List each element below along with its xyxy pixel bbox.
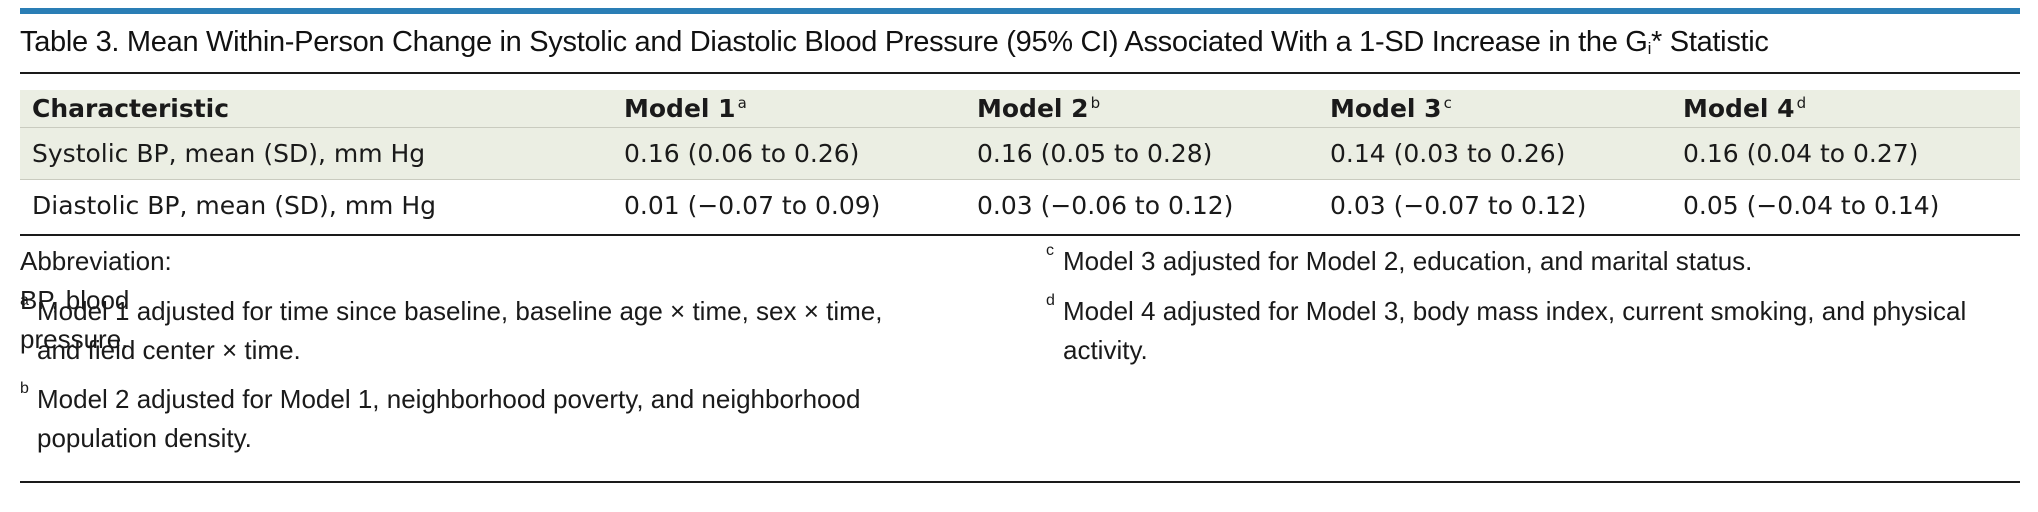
value-cell: 0.03 (−0.06 to 0.12) xyxy=(977,191,1234,220)
table-body: Systolic BP, mean (SD), mm Hg 0.16 (0.06 … xyxy=(20,127,2020,231)
value-cell: 0.14 (0.03 to 0.26) xyxy=(1330,139,1566,168)
value-cell: 0.01 (−0.07 to 0.09) xyxy=(624,191,881,220)
title-end: * Statistic xyxy=(1651,26,1769,58)
table-row: Diastolic BP, mean (SD), mm Hg 0.01 (−0.0… xyxy=(20,179,2020,231)
bottom-rule xyxy=(20,481,2020,483)
value-cell: 0.16 (0.04 to 0.27) xyxy=(1683,139,1919,168)
title-main: Table 3. Mean Within-Person Change in Sy… xyxy=(20,26,1648,58)
value-cell: 0.05 (−0.04 to 0.14) xyxy=(1683,191,1940,220)
value-cell: 0.16 (0.06 to 0.26) xyxy=(624,139,860,168)
accent-bar xyxy=(20,8,2020,14)
footnote-mark-d: d xyxy=(1046,292,1055,309)
footnote-mark-b: b xyxy=(20,380,29,397)
footnote-b: b Model 2 adjusted for Model 1, neighbor… xyxy=(20,380,1020,458)
value-cell: 0.16 (0.05 to 0.28) xyxy=(977,139,1213,168)
column-header-footnote-mark: a xyxy=(737,94,747,112)
footnote-mark-c: c xyxy=(1046,242,1054,259)
footnote-c: c Model 3 adjusted for Model 2, educatio… xyxy=(1046,242,2026,281)
footnote-c-line1: Model 3 adjusted for Model 2, education,… xyxy=(1063,246,1753,276)
footnote-b-line1: Model 2 adjusted for Model 1, neighborho… xyxy=(37,384,861,414)
footnote-abbreviation: Abbreviation: BP, blood pressure. xyxy=(20,246,172,354)
footnote-a: a Model 1 adjusted for time since baseli… xyxy=(20,292,1020,370)
title-rule xyxy=(20,72,2020,74)
row-label-cell: Systolic BP, mean (SD), mm Hg xyxy=(32,139,426,168)
table-row: Systolic BP, mean (SD), mm Hg 0.16 (0.06 … xyxy=(20,127,2020,180)
data-table: Characteristic Model 1 a Model 2 b Model 3 c Mo… xyxy=(20,90,2020,231)
footnote-b-line2: population density. xyxy=(37,423,252,453)
column-header-footnote-mark: c xyxy=(1443,94,1452,112)
footnote-d-line1: Model 4 adjusted for Model 3, body mass … xyxy=(1063,296,1967,326)
column-header-footnote-mark: b xyxy=(1090,94,1101,112)
footnote-d-line2: activity. xyxy=(1063,335,1148,365)
footnote-mark-a: a xyxy=(20,292,29,309)
table-header-row: Characteristic Model 1 a Model 2 b Model 3 c Mo… xyxy=(20,90,2020,128)
footnote-a-line1: Model 1 adjusted for time since baseline… xyxy=(37,296,883,326)
footnote-d: d Model 4 adjusted for Model 3, body mas… xyxy=(1046,292,2026,370)
footnote-a-line2: and field center × time. xyxy=(37,335,301,365)
table-bottom-rule xyxy=(20,234,2020,236)
column-header-0: Characteristic xyxy=(32,94,230,123)
row-label-cell: Diastolic BP, mean (SD), mm Hg xyxy=(32,191,437,220)
value-cell: 0.03 (−0.07 to 0.12) xyxy=(1330,191,1587,220)
table-title: Table 3. Mean Within-Person Change in Sy… xyxy=(20,22,2020,62)
title-subscript: i xyxy=(1647,39,1652,58)
column-header-footnote-mark: d xyxy=(1796,94,1807,112)
